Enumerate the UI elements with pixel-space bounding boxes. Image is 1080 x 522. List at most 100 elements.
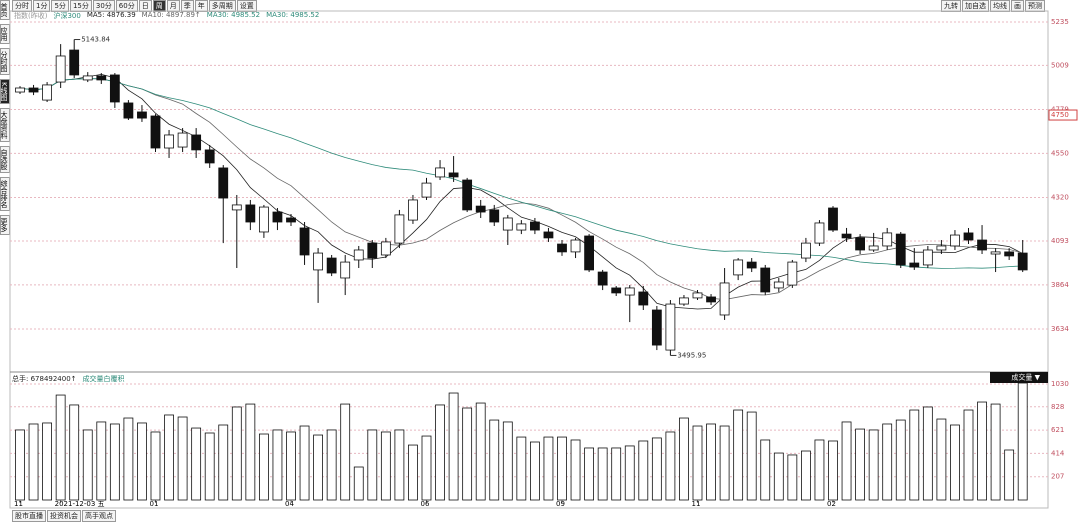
volume-bar bbox=[353, 466, 364, 501]
selector-box bbox=[990, 372, 1048, 383]
candle-body bbox=[55, 55, 66, 83]
period-button[interactable]: 周 bbox=[152, 0, 166, 12]
volume-bar bbox=[530, 441, 540, 501]
y-tick-label: 4093 bbox=[1051, 237, 1069, 245]
volume-bar bbox=[814, 439, 825, 501]
low-annotation: 3495.95 bbox=[677, 351, 706, 359]
y-tick-label: 4779 bbox=[1051, 105, 1069, 113]
candle-body bbox=[313, 252, 324, 271]
volume-bar bbox=[408, 444, 418, 501]
volume-bar bbox=[448, 392, 459, 501]
x-tick-label: 04 bbox=[285, 500, 294, 508]
volume-bar bbox=[922, 406, 933, 501]
candle-body bbox=[353, 249, 364, 261]
candle-body bbox=[82, 75, 93, 81]
volume-bar bbox=[773, 452, 784, 501]
volume-bar bbox=[543, 436, 554, 501]
volume-bar bbox=[218, 424, 229, 501]
tool-toolbar: 九转 加自选 均线画预测 bbox=[941, 0, 1046, 12]
candle-body bbox=[408, 199, 418, 221]
volume-bar bbox=[706, 423, 716, 501]
x-tick-label: 2021-12-03 五 bbox=[55, 500, 105, 508]
volume-bar bbox=[787, 454, 798, 501]
candle-body bbox=[814, 222, 825, 244]
y-tick-label: 5235 bbox=[1051, 18, 1069, 26]
candle-body bbox=[855, 237, 865, 251]
candle-body bbox=[760, 267, 771, 293]
legend-item: 成交量白覆积 bbox=[82, 375, 125, 383]
x-tick-label: 01 bbox=[150, 500, 159, 508]
candle-body bbox=[597, 271, 608, 286]
volume-bar bbox=[421, 435, 432, 501]
side-tab[interactable]: 首页 bbox=[0, 0, 10, 20]
y-tick-label: 828 bbox=[1051, 403, 1064, 411]
volume-bar bbox=[28, 423, 39, 501]
volume-bar bbox=[570, 439, 581, 501]
y-tick-label: 3634 bbox=[1051, 325, 1069, 333]
candle-body bbox=[462, 179, 473, 211]
candle-body bbox=[895, 233, 906, 266]
candle-body bbox=[963, 232, 974, 241]
volume-bar bbox=[475, 402, 486, 501]
price-legend: 指数(昨收) 沪深300 MA5: 4876.39 MA10: 4897.89↑ MA3… bbox=[14, 11, 319, 21]
volume-bar bbox=[638, 440, 649, 501]
price-marker bbox=[1048, 109, 1078, 121]
volume-bar bbox=[733, 409, 744, 501]
candle-body bbox=[42, 84, 52, 101]
candle-body bbox=[584, 235, 594, 271]
volume-bar bbox=[109, 423, 120, 501]
candle-body bbox=[299, 227, 310, 256]
candle-body bbox=[530, 221, 540, 231]
candle-body bbox=[475, 205, 486, 213]
legend-item: 总手: 678492400↑ bbox=[12, 375, 77, 383]
volume-bar bbox=[557, 436, 567, 501]
candle-body bbox=[258, 206, 269, 233]
candle-body bbox=[340, 261, 351, 279]
volume-bar bbox=[340, 403, 351, 501]
period-button[interactable]: 设置 bbox=[236, 0, 257, 12]
volume-bar bbox=[597, 447, 608, 501]
volume-bar bbox=[977, 401, 987, 501]
candle-body bbox=[502, 217, 513, 231]
candle-body bbox=[692, 292, 703, 299]
candle-body bbox=[394, 214, 405, 244]
legend-item: MA10: 4897.89↑ bbox=[141, 11, 201, 19]
candle-body bbox=[421, 182, 432, 198]
volume-bar bbox=[801, 450, 811, 501]
moving-average bbox=[19, 78, 1023, 300]
volume-bar bbox=[624, 445, 635, 501]
volume-bar bbox=[204, 432, 215, 501]
candle-body bbox=[543, 231, 554, 239]
bottom-tabs: 股市直播 投资机会 高手观点 bbox=[12, 510, 117, 522]
volume-bar bbox=[855, 428, 865, 501]
candle-body bbox=[489, 209, 500, 223]
candle-body bbox=[286, 217, 296, 223]
volume-bar bbox=[123, 417, 134, 501]
volume-bar bbox=[651, 437, 662, 501]
candle-body bbox=[936, 245, 947, 251]
volume-bar bbox=[719, 425, 730, 501]
candle-body bbox=[15, 87, 25, 93]
volume-bar bbox=[692, 425, 703, 501]
period-button[interactable]: 1分 bbox=[33, 0, 51, 12]
candle-body bbox=[367, 242, 378, 259]
candle-body bbox=[909, 262, 920, 268]
volume-bar bbox=[55, 394, 66, 501]
candle-body bbox=[733, 259, 744, 276]
volume-bar bbox=[882, 423, 893, 501]
volume-bar bbox=[611, 447, 622, 501]
candle-body bbox=[380, 241, 391, 256]
volume-bar bbox=[909, 409, 920, 501]
volume-bar bbox=[326, 429, 337, 501]
candle-body bbox=[868, 245, 879, 251]
legend-item: MA5: 4876.39 bbox=[86, 11, 136, 19]
candle-body bbox=[570, 239, 581, 253]
volume-bar bbox=[96, 421, 107, 501]
candle-body bbox=[137, 111, 147, 119]
volume-bar bbox=[489, 419, 500, 501]
volume-bar bbox=[258, 433, 269, 501]
y-tick-label: 3864 bbox=[1051, 281, 1069, 289]
candle-body bbox=[882, 232, 893, 247]
